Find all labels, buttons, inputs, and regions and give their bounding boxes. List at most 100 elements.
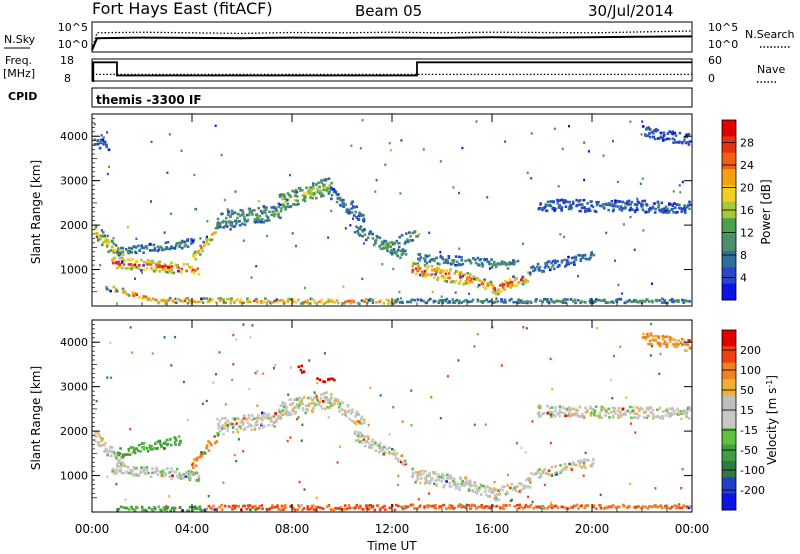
colorbar-tick-label: 16 <box>740 204 754 217</box>
heatmap-cell <box>389 452 392 455</box>
heatmap-cell <box>231 508 234 511</box>
heatmap-cell <box>288 193 291 197</box>
heatmap-cell <box>257 416 261 420</box>
heatmap-cell <box>660 415 664 418</box>
heatmap-cell <box>572 256 575 259</box>
heatmap-cell <box>97 142 100 146</box>
heatmap-cell <box>539 406 542 410</box>
heatmap-cell <box>352 217 354 220</box>
heatmap-cell <box>307 508 310 511</box>
heatmap-cell <box>506 473 509 477</box>
heatmap-cell <box>462 300 466 303</box>
heatmap-cell <box>630 200 634 204</box>
heatmap-cell <box>222 432 225 436</box>
heatmap-cell <box>319 506 322 510</box>
heatmap-cell <box>282 300 285 303</box>
heatmap-cell <box>624 206 627 210</box>
heatmap-cell <box>580 300 583 303</box>
heatmap-cell <box>568 406 571 409</box>
heatmap-cell <box>430 396 433 399</box>
heatmap-cell <box>254 504 257 508</box>
heatmap-cell <box>258 215 262 218</box>
heatmap-cell <box>550 415 553 418</box>
heatmap-cell <box>564 414 568 418</box>
heatmap-cell <box>680 207 684 211</box>
heatmap-cell <box>469 482 472 485</box>
nsky-tick-top: 10^5 <box>58 21 88 34</box>
heatmap-cell <box>193 507 197 511</box>
heatmap-cell <box>261 414 265 417</box>
heatmap-cell <box>460 259 464 262</box>
heatmap-cell <box>312 182 315 185</box>
freq-unit-label: [MHz] <box>3 67 35 80</box>
heatmap-cell <box>260 422 263 425</box>
heatmap-cell <box>160 298 163 302</box>
heatmap-cell <box>243 220 247 223</box>
heatmap-cell <box>320 181 323 184</box>
heatmap-cell <box>151 471 154 474</box>
heatmap-cell <box>294 188 298 192</box>
heatmap-cell <box>110 376 113 379</box>
heatmap-cell <box>289 298 293 301</box>
heatmap-cell <box>577 299 580 302</box>
heatmap-cell <box>163 447 166 450</box>
heatmap-cell <box>492 489 496 493</box>
heatmap-cell <box>432 300 436 304</box>
heatmap-cell <box>375 301 378 304</box>
heatmap-cell <box>186 301 190 305</box>
heatmap-cell <box>325 405 329 409</box>
heatmap-cell <box>629 411 633 414</box>
heatmap-cell <box>636 197 639 201</box>
heatmap-cell <box>308 186 312 190</box>
heatmap-cell <box>156 473 160 476</box>
heatmap-cell <box>230 297 233 300</box>
heatmap-cell <box>420 270 424 274</box>
heatmap-cell <box>586 458 590 462</box>
heatmap-cell <box>109 454 113 458</box>
heatmap-cell <box>145 468 148 472</box>
heatmap-cell <box>226 208 229 211</box>
heatmap-cell <box>589 253 593 257</box>
heatmap-cell <box>155 268 158 272</box>
heatmap-cell <box>96 239 100 242</box>
heatmap-cell <box>416 235 419 238</box>
heatmap-cell <box>493 494 497 497</box>
heatmap-cell <box>589 256 592 259</box>
heatmap-cell <box>658 208 661 212</box>
heatmap-cell <box>142 260 146 264</box>
colorbar-tick-label: -50 <box>740 444 758 457</box>
heatmap-cell <box>300 439 303 442</box>
heatmap-cell <box>212 504 215 508</box>
heatmap-cell <box>637 301 640 304</box>
heatmap-cell <box>160 474 164 477</box>
heatmap-cell <box>649 332 653 335</box>
heatmap-cell <box>427 504 430 507</box>
heatmap-cell <box>385 298 388 301</box>
heatmap-cell <box>493 290 497 293</box>
heatmap-cell <box>286 413 289 417</box>
heatmap-cell <box>538 406 541 410</box>
heatmap-cell <box>243 428 246 431</box>
heatmap-cell <box>611 397 614 400</box>
heatmap-cell <box>347 211 350 215</box>
heatmap-cell <box>122 471 125 475</box>
heatmap-cell <box>158 264 161 267</box>
heatmap-cell <box>674 345 678 349</box>
heatmap-cell <box>255 423 259 427</box>
heatmap-cell <box>345 414 348 418</box>
heatmap-cell <box>564 468 568 471</box>
heatmap-cell <box>488 267 491 270</box>
heatmap-cell <box>538 468 541 471</box>
heatmap-cell <box>558 411 561 415</box>
heatmap-cell <box>122 253 125 256</box>
heatmap-cell <box>417 473 420 477</box>
heatmap-cell <box>274 363 277 367</box>
heatmap-cell <box>221 417 224 420</box>
heatmap-cell <box>231 416 235 420</box>
heatmap-cell <box>361 277 364 281</box>
heatmap-cell <box>459 477 463 481</box>
heatmap-cell <box>317 505 320 509</box>
heatmap-cell <box>473 481 476 484</box>
heatmap-cell <box>423 270 427 273</box>
heatmap-cell <box>234 190 237 193</box>
